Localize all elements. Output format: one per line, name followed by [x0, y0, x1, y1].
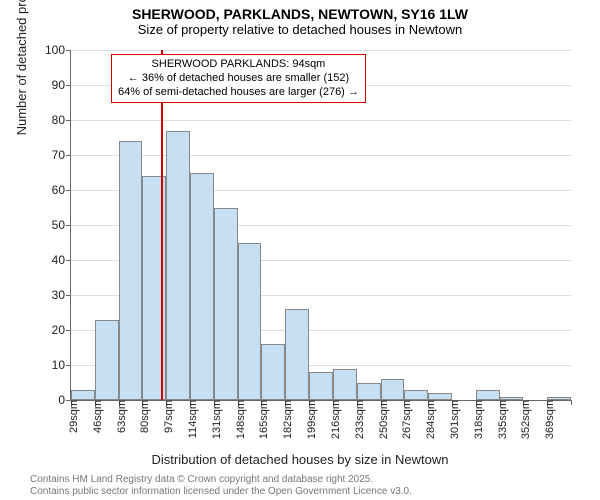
ytick-label: 80: [52, 113, 71, 127]
xtick-mark: [571, 400, 572, 405]
ytick-label: 50: [52, 218, 71, 232]
y-axis-label: Number of detached properties: [14, 0, 29, 135]
xtick-label: 284sqm: [419, 400, 437, 439]
histogram-bar: [309, 372, 333, 400]
xtick-label: 182sqm: [276, 400, 294, 439]
xtick-label: 199sqm: [300, 400, 318, 439]
histogram-bar: [428, 393, 452, 400]
chart-container: SHERWOOD, PARKLANDS, NEWTOWN, SY16 1LW S…: [0, 0, 600, 500]
annotation-line-1: SHERWOOD PARKLANDS: 94sqm: [118, 58, 359, 72]
xtick-label: 165sqm: [252, 400, 270, 439]
xtick-label: 131sqm: [205, 400, 223, 439]
plot-area: SHERWOOD PARKLANDS: 94sqm ← 36% of detac…: [70, 50, 571, 401]
footer-line-1: Contains HM Land Registry data © Crown c…: [30, 474, 412, 486]
histogram-bar: [238, 243, 262, 401]
xtick-label: 250sqm: [372, 400, 390, 439]
annotation-line-2: ← 36% of detached houses are smaller (15…: [118, 72, 359, 86]
xtick-label: 267sqm: [395, 400, 413, 439]
ytick-label: 20: [52, 323, 71, 337]
ytick-label: 10: [52, 358, 71, 372]
ytick-label: 40: [52, 253, 71, 267]
xtick-label: 29sqm: [62, 400, 80, 433]
xtick-label: 114sqm: [181, 400, 199, 438]
xtick-label: 97sqm: [157, 400, 175, 433]
chart-title: SHERWOOD, PARKLANDS, NEWTOWN, SY16 1LW: [0, 0, 600, 22]
histogram-bar: [119, 141, 143, 400]
histogram-bar: [476, 390, 500, 401]
xtick-label: 369sqm: [538, 400, 556, 439]
xtick-label: 216sqm: [324, 400, 342, 439]
gridline: [71, 120, 571, 121]
histogram-bar: [95, 320, 119, 401]
ytick-label: 90: [52, 78, 71, 92]
footer-attribution: Contains HM Land Registry data © Crown c…: [30, 474, 412, 498]
chart-subtitle: Size of property relative to detached ho…: [0, 22, 600, 41]
histogram-bar: [333, 369, 357, 401]
x-axis-label: Distribution of detached houses by size …: [0, 452, 600, 467]
xtick-label: 63sqm: [110, 400, 128, 433]
histogram-bar: [190, 173, 214, 401]
ytick-label: 60: [52, 183, 71, 197]
annotation-line-3: 64% of semi-detached houses are larger (…: [118, 86, 359, 100]
histogram-bar: [214, 208, 238, 401]
annotation-box: SHERWOOD PARKLANDS: 94sqm ← 36% of detac…: [111, 54, 366, 103]
histogram-bar: [261, 344, 285, 400]
ytick-label: 70: [52, 148, 71, 162]
histogram-bar: [285, 309, 309, 400]
footer-line-2: Contains public sector information licen…: [30, 486, 412, 498]
histogram-bar: [404, 390, 428, 401]
xtick-label: 148sqm: [229, 400, 247, 439]
ytick-label: 100: [45, 43, 71, 57]
gridline: [71, 50, 571, 51]
histogram-bar: [357, 383, 381, 401]
xtick-label: 352sqm: [514, 400, 532, 439]
xtick-label: 301sqm: [443, 400, 461, 439]
gridline: [71, 155, 571, 156]
xtick-label: 335sqm: [491, 400, 509, 439]
xtick-label: 46sqm: [86, 400, 104, 433]
ytick-label: 30: [52, 288, 71, 302]
xtick-label: 80sqm: [133, 400, 151, 433]
histogram-bar: [71, 390, 95, 401]
histogram-bar: [381, 379, 405, 400]
xtick-label: 318sqm: [467, 400, 485, 439]
xtick-label: 233sqm: [348, 400, 366, 439]
histogram-bar: [166, 131, 190, 401]
